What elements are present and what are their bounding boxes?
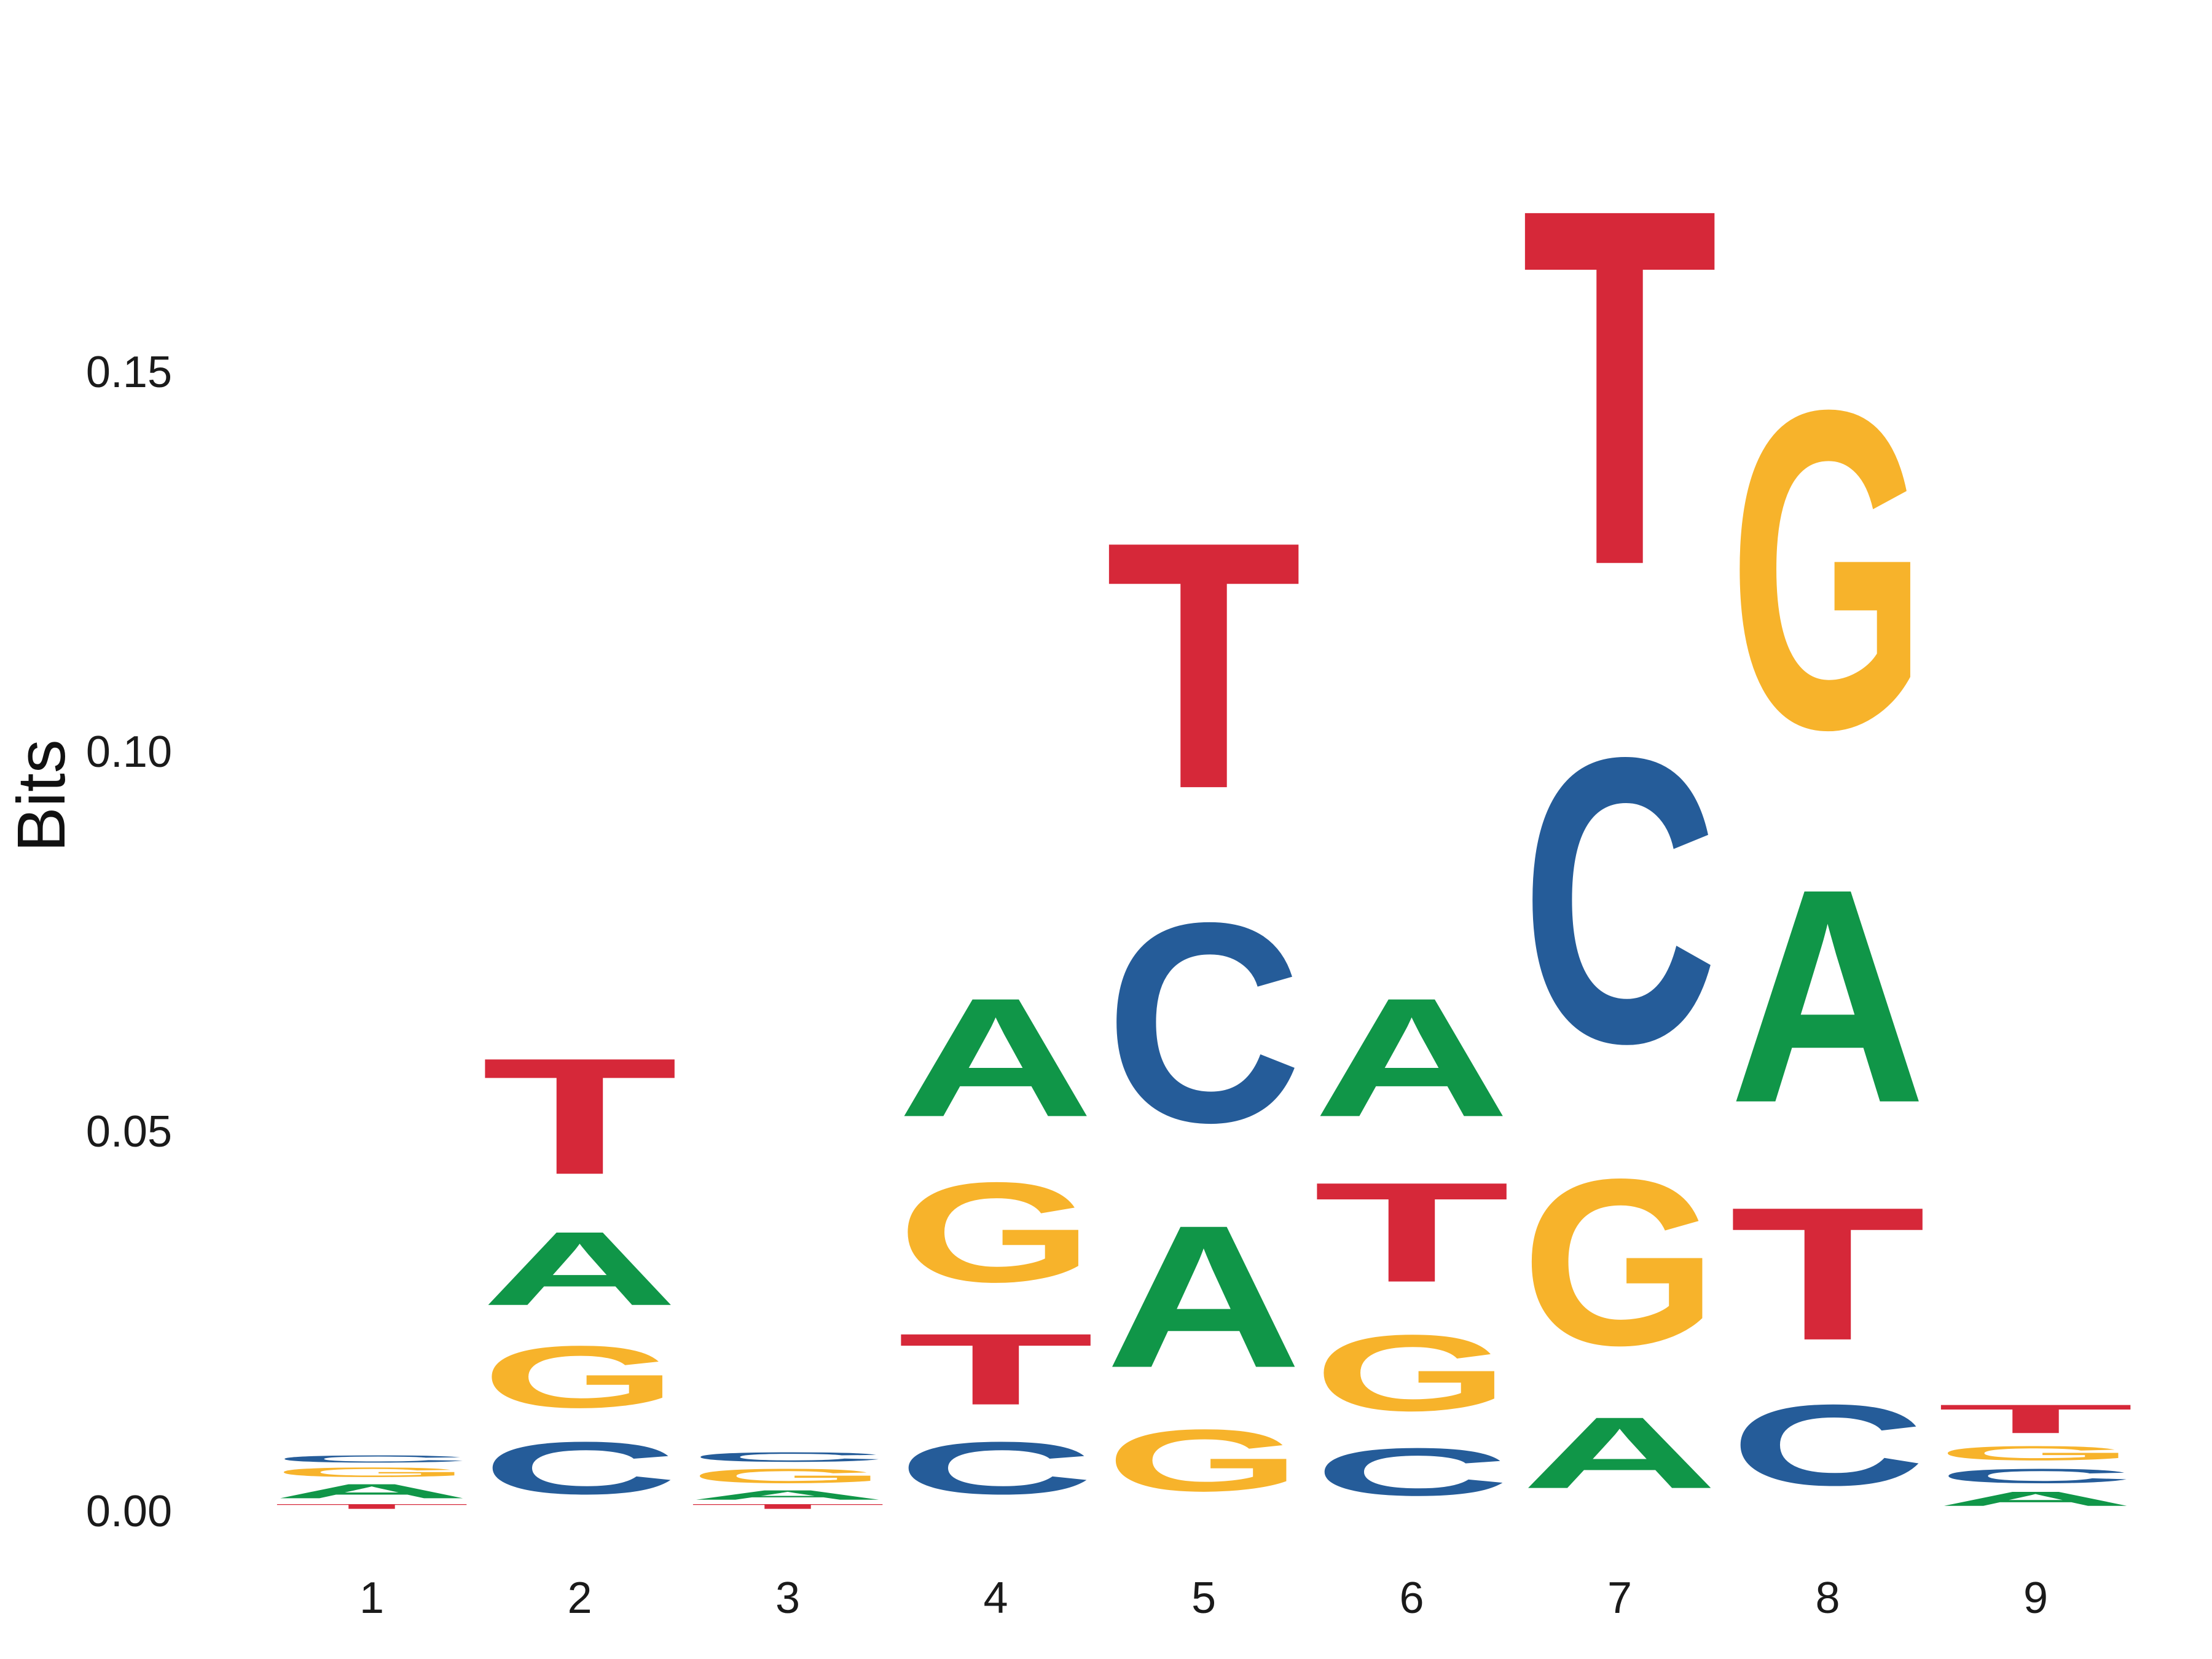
y-tick-label: 0.05: [86, 1107, 172, 1156]
x-tick-label: 7: [1607, 1574, 1632, 1623]
logo-letter-c: C: [898, 1426, 1094, 1510]
logo-letter-a: A: [898, 963, 1094, 1152]
logo-letter-g: G: [689, 1465, 886, 1488]
logo-letter-t: T: [1521, 103, 1718, 671]
logo-letter-t: T: [898, 1312, 1094, 1426]
logo-letter-g: G: [1105, 1411, 1302, 1510]
logo-letter-t: T: [1937, 1396, 2134, 1441]
logo-letter-t: T: [273, 1503, 470, 1510]
logo-letter-a: A: [1730, 825, 1926, 1166]
logo-letter-g: G: [898, 1153, 1094, 1312]
x-tick-label: 8: [1815, 1574, 1840, 1623]
logo-letter-c: C: [689, 1449, 886, 1465]
logo-letter-a: A: [482, 1210, 678, 1327]
x-tick-label: 5: [1191, 1574, 1216, 1623]
logo-letter-a: A: [689, 1488, 886, 1503]
x-tick-label: 2: [567, 1574, 592, 1623]
logo-letter-t: T: [689, 1503, 886, 1510]
logo-letter-g: G: [1730, 315, 1926, 823]
logo-letter-t: T: [1314, 1153, 1510, 1312]
y-tick-label: 0.00: [86, 1487, 172, 1536]
logo-letter-t: T: [482, 1024, 678, 1209]
y-axis-ticks: 0.00 0.05 0.10 0.15: [86, 348, 172, 1536]
logo-letter-g: G: [482, 1328, 678, 1426]
x-axis-ticks: 1 2 3 4 5 6 7 8 9: [359, 1574, 2048, 1623]
logo-letter-c: C: [1105, 864, 1302, 1182]
logo-letter-c: C: [1937, 1465, 2134, 1488]
x-tick-label: 3: [775, 1574, 800, 1623]
logo-letter-c: C: [1730, 1381, 1926, 1510]
logo-letter-a: A: [1521, 1396, 1718, 1510]
logo-letter-g: G: [1937, 1442, 2134, 1465]
y-tick-label: 0.10: [86, 728, 172, 777]
logo-letter-a: A: [1105, 1183, 1302, 1410]
logo-letter-c: C: [273, 1453, 470, 1464]
x-tick-label: 4: [983, 1574, 1008, 1623]
x-tick-label: 1: [359, 1574, 384, 1623]
logo-letter-g: G: [273, 1465, 470, 1480]
y-axis-title: Bits: [4, 739, 79, 852]
y-tick-label: 0.15: [86, 348, 172, 397]
logo-letter-a: A: [273, 1480, 470, 1502]
logo-letter-g: G: [1521, 1129, 1718, 1395]
logo-letter-c: C: [1521, 673, 1718, 1128]
logo-letter-a: A: [1314, 963, 1510, 1152]
logo-letter-c: C: [482, 1426, 678, 1510]
logo-letter-c: C: [1314, 1434, 1510, 1510]
logo-letter-a: A: [1937, 1488, 2134, 1510]
x-tick-label: 9: [2023, 1574, 2048, 1623]
logo-letter-g: G: [1314, 1312, 1510, 1433]
x-tick-label: 6: [1399, 1574, 1424, 1623]
logo-letter-t: T: [1105, 469, 1302, 862]
logo-letter-t: T: [1730, 1168, 1926, 1380]
